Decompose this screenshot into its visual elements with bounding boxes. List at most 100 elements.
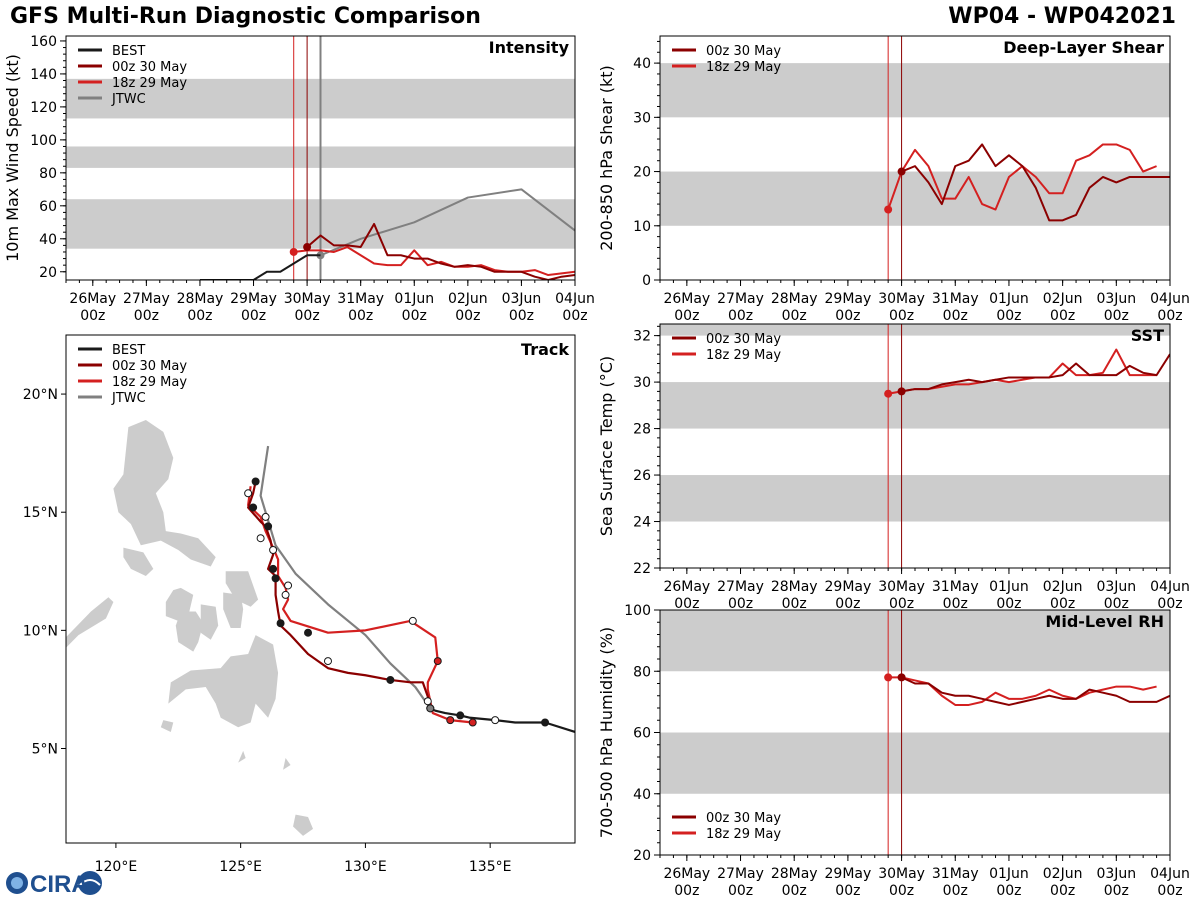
intensity-xtick-hour: 00z — [562, 308, 587, 324]
sst-xtick-day: 02Jun — [1043, 579, 1083, 595]
cira-logo-text: CIRA — [30, 871, 89, 898]
track-line-jtwc — [259, 445, 432, 709]
sst-xtick-day: 30May — [878, 579, 925, 595]
shear-ytick-label: 30 — [633, 110, 651, 126]
intensity-series-run00 — [306, 222, 575, 280]
track-line-run00 — [247, 481, 432, 709]
rh-title: Mid-Level RH — [1045, 612, 1164, 631]
intensity-xtick-day: 29May — [230, 291, 277, 307]
land-island — [283, 757, 291, 770]
sst-band — [660, 475, 1170, 522]
intensity-xtick-hour: 00z — [509, 308, 534, 324]
shear-ylabel: 200-850 hPa Shear (kt) — [597, 65, 616, 251]
rh-init-point-run18 — [884, 673, 893, 682]
sst-ytick-label: 26 — [633, 468, 651, 484]
shear-xtick-hour: 00z — [1157, 308, 1182, 324]
rh-series-run18 — [888, 676, 1157, 706]
intensity-ytick-label: 80 — [39, 166, 57, 182]
track-marker-run00 — [304, 628, 313, 637]
sst-xtick-hour: 00z — [1050, 596, 1075, 612]
intensity-plot-area — [66, 36, 575, 280]
shear-series-run00 — [901, 143, 1170, 222]
land-island — [225, 571, 259, 607]
sst-xtick-day: 29May — [825, 579, 872, 595]
intensity-xtick-hour: 00z — [295, 308, 320, 324]
track-frame — [65, 334, 576, 844]
rh-ytick-label: 40 — [633, 787, 651, 803]
land-island — [113, 420, 216, 567]
shear-init-point-run00 — [897, 167, 906, 176]
intensity-xtick-hour: 00z — [241, 308, 266, 324]
intensity-ytick-label: 40 — [39, 232, 57, 248]
track-title: Track — [521, 340, 569, 359]
shear-legend-label: 00z 30 May — [706, 44, 781, 59]
track-marker-run18 — [284, 581, 293, 590]
rh-xtick-day: 30May — [878, 866, 925, 882]
rh-xtick-hour: 00z — [1104, 883, 1129, 899]
track-marker-jtwc — [426, 704, 435, 713]
intensity-ytick-label: 20 — [39, 265, 57, 281]
rh-xtick-hour: 00z — [996, 883, 1021, 899]
sst-xtick-hour: 00z — [889, 596, 914, 612]
shear-xtick-day: 01Jun — [989, 291, 1029, 307]
intensity-xtick-hour: 00z — [80, 308, 105, 324]
sst-init-point-run18 — [884, 389, 893, 398]
intensity-title: Intensity — [489, 38, 570, 57]
rh-xtick-hour: 00z — [1157, 883, 1182, 899]
track-marker-run00 — [251, 477, 260, 486]
sst-ytick-label: 30 — [633, 375, 651, 391]
intensity-ytick-label: 140 — [30, 67, 57, 83]
intensity-xtick-day: 03Jun — [502, 291, 542, 307]
shear-band — [660, 63, 1170, 118]
intensity-xtick-day: 28May — [177, 291, 224, 307]
sst-xtick-hour: 00z — [996, 596, 1021, 612]
track-line-run18 — [247, 486, 473, 724]
sst-ytick-label: 24 — [633, 515, 651, 531]
intensity-ytick-label: 100 — [30, 133, 57, 149]
sst-xtick-hour: 00z — [835, 596, 860, 612]
sst-plot-area — [660, 324, 1170, 568]
intensity-series-best — [199, 254, 321, 280]
shear-legend-label: 18z 29 May — [706, 60, 781, 75]
shear-xtick-hour: 00z — [782, 308, 807, 324]
sst-xtick-day: 01Jun — [989, 579, 1029, 595]
intensity-legend-label: JTWC — [111, 92, 146, 107]
cira-logo: CIRA — [4, 868, 106, 898]
track-ytick-label: 5°N — [32, 741, 58, 757]
storm-id: WP04 - WP042021 — [948, 4, 1176, 29]
rh-xtick-day: 28May — [771, 866, 818, 882]
intensity-legend-label: 18z 29 May — [112, 76, 187, 91]
track-legend-label: 18z 29 May — [112, 375, 187, 390]
rh-xtick-day: 31May — [932, 866, 979, 882]
rh-ylabel: 700-500 hPa Humidity (%) — [597, 627, 616, 838]
shear-xtick-day: 27May — [717, 291, 764, 307]
shear-xtick-day: 26May — [663, 291, 710, 307]
shear-xtick-hour: 00z — [943, 308, 968, 324]
intensity-xtick-day: 26May — [69, 291, 116, 307]
sst-xtick-hour: 00z — [674, 596, 699, 612]
shear-xtick-hour: 00z — [889, 308, 914, 324]
rh-xtick-day: 04Jun — [1150, 866, 1190, 882]
rh-plot-area — [660, 610, 1170, 855]
track-line-best — [429, 707, 575, 733]
sst-ytick-label: 28 — [633, 422, 651, 438]
sst-legend-label: 00z 30 May — [706, 332, 781, 347]
track-legend-label: JTWC — [111, 391, 146, 406]
intensity-xtick-day: 27May — [123, 291, 170, 307]
intensity-ytick-label: 60 — [39, 199, 57, 215]
shear-xtick-day: 04Jun — [1150, 291, 1190, 307]
shear-xtick-hour: 00z — [674, 308, 699, 324]
track-marker-run18 — [261, 512, 270, 521]
rh-init-point-run00 — [897, 673, 906, 682]
land-island — [175, 611, 204, 652]
intensity-xtick-hour: 00z — [455, 308, 480, 324]
intensity-series-jtwc — [320, 188, 575, 257]
rh-legend-label: 18z 29 May — [706, 827, 781, 842]
shear-band — [660, 171, 1170, 226]
sst-xtick-hour: 00z — [1157, 596, 1182, 612]
land-island — [200, 604, 219, 640]
sst-title: SST — [1131, 326, 1164, 345]
shear-init-point-run18 — [884, 205, 893, 214]
sst-xtick-hour: 00z — [728, 596, 753, 612]
